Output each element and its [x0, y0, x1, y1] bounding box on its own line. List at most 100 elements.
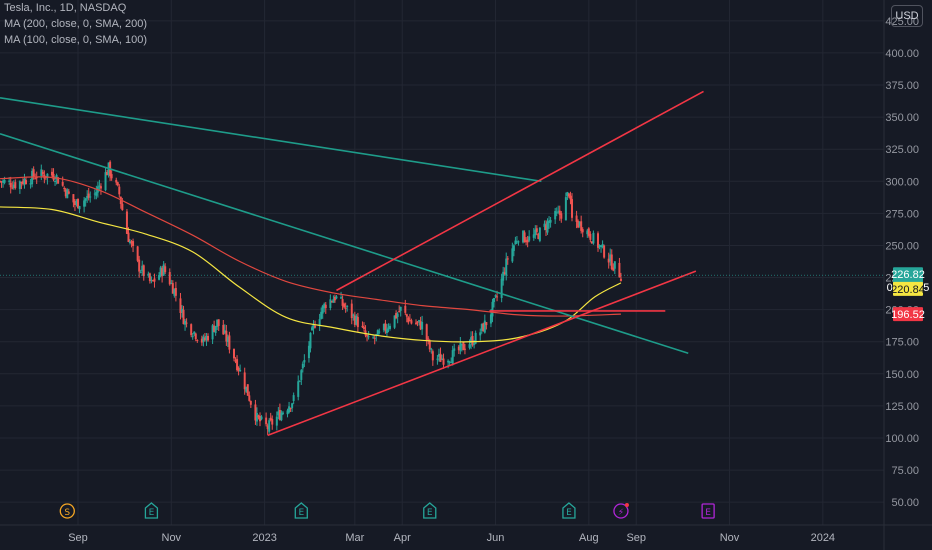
- earnings-icon[interactable]: E: [562, 502, 576, 519]
- candle-body: [260, 416, 263, 420]
- candle-body: [243, 372, 246, 390]
- candle-body: [222, 324, 225, 335]
- candle-body: [355, 315, 358, 325]
- trendline[interactable]: [267, 270, 697, 437]
- earnings-icon[interactable]: E: [144, 502, 159, 519]
- candle-body: [586, 230, 589, 235]
- candle-body: [543, 223, 546, 227]
- candle-body: [34, 178, 37, 180]
- candle-body: [450, 361, 453, 363]
- candle-body: [416, 321, 419, 323]
- candle-body: [286, 410, 289, 415]
- candle-body: [269, 417, 272, 421]
- price-axis-label: 350.00: [885, 112, 919, 124]
- symbol-title[interactable]: Tesla, Inc., 1D, NASDAQ: [4, 2, 127, 14]
- candle-body: [346, 305, 349, 307]
- candle-body: [174, 287, 177, 296]
- candle-body: [246, 384, 249, 396]
- candle-body: [382, 324, 385, 331]
- earnings-icon[interactable]: E: [701, 503, 715, 519]
- candle-body: [609, 254, 612, 262]
- candle-body: [341, 299, 344, 306]
- candle-body: [217, 319, 220, 326]
- candle-body: [225, 330, 228, 342]
- candle-body: [442, 358, 445, 365]
- price-tag: 196.52: [891, 307, 925, 322]
- dividend-icon[interactable]: S: [59, 503, 75, 519]
- candle-body: [278, 409, 281, 420]
- candle-body: [72, 194, 75, 203]
- trendline[interactable]: [0, 97, 542, 183]
- candle-body: [21, 181, 24, 184]
- candle-body: [23, 178, 26, 185]
- candle-body: [12, 184, 15, 188]
- candle-body: [528, 236, 531, 241]
- time-axis-label: Nov: [162, 532, 182, 544]
- candle-body: [405, 314, 408, 317]
- candle-body: [95, 192, 98, 196]
- event-marker-label: ⚡: [618, 508, 624, 518]
- candle-body: [571, 199, 573, 218]
- candle-body: [600, 245, 603, 248]
- candle-body: [255, 412, 258, 422]
- time-axis[interactable]: Sep Nov 2023 Mar Apr Jun Aug Sep Nov 2024: [68, 532, 835, 544]
- candle-body: [554, 211, 557, 220]
- split-flash-icon[interactable]: ⚡: [613, 503, 629, 519]
- candle-body: [437, 353, 440, 357]
- candle-body: [577, 221, 580, 228]
- candle-body: [277, 411, 280, 416]
- candle-body: [3, 180, 6, 183]
- ma200-legend[interactable]: MA (200, close, 0, SMA, 200): [4, 18, 148, 30]
- currency-button[interactable]: USD: [891, 5, 923, 27]
- candle-body: [257, 415, 260, 418]
- candle-body: [141, 265, 144, 272]
- candle-body: [233, 348, 235, 359]
- candle-body: [506, 258, 509, 260]
- candle-body: [159, 267, 162, 276]
- candle-body: [300, 370, 303, 380]
- time-axis-label: Apr: [394, 532, 411, 544]
- candle-body: [580, 221, 583, 231]
- candle-body: [436, 358, 439, 360]
- candle-body: [291, 403, 294, 409]
- candle-body: [587, 228, 590, 236]
- candle-body: [202, 336, 205, 342]
- candle-body: [473, 343, 476, 345]
- price-axis-label: 300.00: [885, 176, 919, 188]
- candle-body: [280, 412, 283, 421]
- price-axis[interactable]: 50.0075.00100.00125.00150.00175.00200.00…: [885, 16, 919, 509]
- trendline[interactable]: [0, 133, 689, 355]
- trendlines[interactable]: [0, 90, 704, 437]
- candle-body: [249, 400, 252, 405]
- trendline[interactable]: [336, 90, 704, 292]
- time-axis-label: Sep: [626, 532, 646, 544]
- candle-body: [67, 191, 70, 194]
- price-tag-value: 226.82: [891, 269, 925, 281]
- candle-body: [41, 171, 44, 175]
- candle-body: [73, 201, 76, 206]
- time-axis-label: 2024: [811, 532, 835, 544]
- candle-body: [148, 273, 151, 282]
- candle-body: [54, 180, 57, 182]
- candle-body: [564, 197, 567, 221]
- candle-body: [569, 195, 572, 200]
- earnings-icon[interactable]: E: [423, 502, 437, 519]
- earnings-icon[interactable]: E: [294, 502, 308, 519]
- event-markers[interactable]: S E E E E ⚡ E: [59, 502, 715, 519]
- candle-body: [578, 221, 581, 226]
- candle-body: [514, 240, 517, 245]
- price-axis-label: 125.00: [885, 401, 919, 413]
- candle-body: [485, 322, 488, 326]
- event-marker-label: E: [566, 508, 572, 518]
- candle-body: [407, 317, 410, 323]
- price-tag-value: 196.52: [891, 309, 925, 321]
- candle-body: [598, 245, 601, 247]
- candle-body: [618, 262, 621, 278]
- candle-body: [125, 211, 128, 234]
- ma100-legend[interactable]: MA (100, close, 0, SMA, 100): [4, 34, 148, 46]
- price-axis-label: 325.00: [885, 144, 919, 156]
- candle-body: [318, 319, 321, 326]
- candle-body: [393, 315, 396, 328]
- time-axis-label: Aug: [579, 532, 599, 544]
